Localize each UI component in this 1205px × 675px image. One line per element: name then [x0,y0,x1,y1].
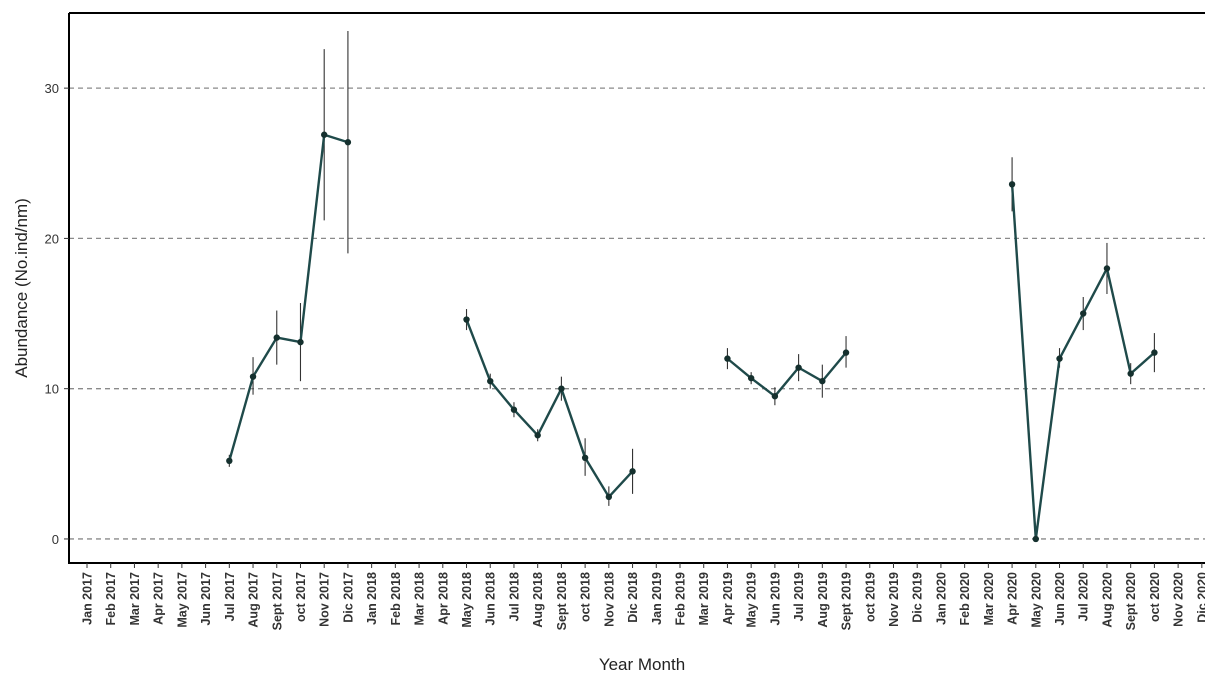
data-point [1103,265,1111,272]
data-point [747,374,755,382]
x-tick-label: May 2020 [1029,572,1043,628]
x-tick-label: Aug 2017 [247,572,261,628]
x-tick-label: Jan 2019 [650,572,664,625]
x-tick-label: Sept 2017 [270,572,284,630]
data-point [629,468,636,475]
data-point [1151,349,1158,356]
x-tick-label: May 2019 [745,572,759,628]
grid-lines [69,87,1205,540]
series-line [726,351,847,398]
x-tick-label: oct 2019 [863,572,877,622]
x-tick-label: Jul 2018 [507,572,521,621]
x-tick-label: Jul 2017 [223,572,237,621]
x-tick-label: Nov 2017 [318,572,332,627]
x-tick-label: Jun 2019 [768,572,782,626]
series-line [465,319,634,499]
x-tick-label: Nov 2018 [602,572,616,627]
x-tick-label: Mar 2019 [697,572,711,626]
x-tick-label: Jan 2020 [934,572,948,625]
x-tick-label: Apr 2017 [152,572,166,625]
x-tick-label: May 2018 [460,572,474,628]
y-axis: 0 10 20 30 [45,81,69,547]
data-point [1008,181,1016,188]
x-tick-label: Dic 2018 [626,572,640,623]
x-tick-label: Apr 2019 [721,572,735,625]
x-tick-label: Jul 2020 [1077,572,1091,621]
x-axis: Jan 2017 Feb 2017 Mar 2017 Apr 2017 May 2017… [81,563,1205,630]
x-tick-label: Dic 2020 [1195,572,1205,623]
data-point [558,385,565,392]
x-tick-label: Apr 2020 [1006,572,1020,625]
x-tick-label: May 2017 [175,572,189,628]
data-point [1127,370,1134,377]
x-tick-label: Mar 2020 [982,572,996,626]
x-tick-label: Jun 2018 [484,572,498,626]
x-tick-label: oct 2017 [294,572,308,622]
data-series [226,31,1158,543]
x-tick-label: Jul 2019 [792,572,806,621]
y-tick-label: 30 [45,81,59,96]
data-point [249,373,257,380]
x-tick-label: Sept 2018 [555,572,569,630]
data-point [510,406,518,413]
x-tick-label: Jan 2017 [81,572,95,625]
data-point [771,392,779,400]
x-tick-label: Feb 2017 [104,572,118,626]
data-point [321,131,328,138]
x-tick-label: Jun 2017 [199,572,213,626]
y-tick-label: 20 [45,231,59,246]
data-point [1080,310,1087,317]
x-tick-label: Feb 2020 [958,572,972,626]
data-point [1056,355,1063,362]
data-point [297,338,304,346]
y-tick-label: 10 [45,382,59,397]
x-tick-label: Feb 2018 [389,572,403,626]
x-axis-title: Year Month [599,655,685,674]
x-tick-label: Dic 2019 [911,572,925,623]
x-tick-label: Nov 2020 [1172,572,1186,627]
data-point [819,377,826,385]
x-tick-label: Mar 2018 [413,572,427,626]
x-tick-label: Jun 2020 [1053,572,1067,626]
x-tick-label: Aug 2020 [1100,572,1114,628]
plot-frame [68,12,1205,564]
x-tick-label: Aug 2018 [531,572,545,628]
x-tick-label: Apr 2018 [436,572,450,625]
data-point [724,355,731,362]
x-tick-label: oct 2020 [1148,572,1162,622]
x-tick-label: Aug 2019 [816,572,830,628]
y-axis-title: Abundance (No.ind/nm) [12,198,31,378]
data-point [226,457,233,465]
data-point [605,493,613,501]
x-tick-label: Nov 2019 [887,572,901,627]
data-point [842,349,850,356]
data-point [273,334,280,341]
data-point [487,377,494,385]
x-tick-label: Feb 2019 [674,572,688,626]
x-tick-label: oct 2018 [579,572,593,622]
data-point [1032,535,1040,543]
data-point [534,432,541,439]
series-line [228,133,349,462]
data-point [581,454,589,462]
data-point [344,139,352,146]
y-tick-label: 0 [52,532,59,547]
x-tick-label: Jan 2018 [365,572,379,625]
x-tick-label: Sept 2019 [840,572,854,630]
x-tick-label: Mar 2017 [128,572,142,626]
series-line [1010,184,1156,541]
data-point [463,316,470,323]
data-point [795,364,802,371]
x-tick-label: Sept 2020 [1124,572,1138,630]
x-tick-label: Dic 2017 [341,572,355,623]
